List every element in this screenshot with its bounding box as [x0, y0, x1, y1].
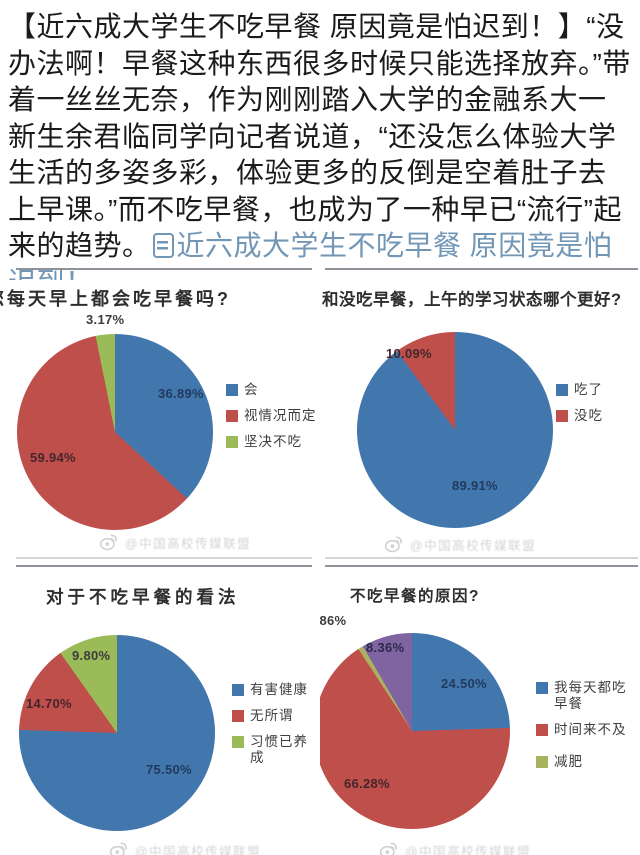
pie-label-refuse: 3.17% [86, 312, 125, 327]
legend-swatch [232, 736, 244, 748]
post-body: 【近六成大学生不吃早餐 原因竟是怕迟到！】“没办法啊！早餐这种东西很多时候只能选… [8, 11, 631, 261]
post-text: 【近六成大学生不吃早餐 原因竟是怕迟到！】“没办法啊！早餐这种东西很多时候只能选… [0, 0, 640, 301]
divider-top-right [325, 268, 638, 270]
chart-panel-opinions: 对于不吃早餐的看法 9.80% 14.70% 75.50% 有害健康 无所谓 习… [0, 568, 318, 855]
pie-study-state [357, 332, 553, 528]
watermark-text: @中国高校传媒联盟 [409, 538, 537, 553]
pie-label-harmful: 75.50% [146, 762, 192, 777]
pie-label-noeat: 10.09% [386, 346, 432, 361]
legend-item: 视情况而定 [226, 408, 317, 424]
pie-breakfast-habit [17, 334, 213, 530]
legend-item: 坚决不吃 [226, 434, 317, 450]
legend-swatch [536, 756, 548, 768]
weibo-logo-icon [99, 532, 119, 552]
legend-item: 减肥 [536, 754, 636, 770]
pie-label-ate: 89.91% [452, 478, 498, 493]
divider-mid-left [16, 565, 312, 567]
pie-label-always-eat: 24.50% [441, 676, 487, 691]
legend-swatch [556, 384, 568, 396]
legend-item: 会 [226, 382, 317, 398]
legend-item: 有害健康 [232, 682, 318, 698]
divider-mid-light-left [16, 557, 312, 559]
watermark-text: @中国高校传媒联盟 [404, 844, 532, 855]
weibo-watermark: @中国高校传媒联盟 [335, 840, 575, 855]
legend-swatch [226, 436, 238, 448]
legend-item: 吃了 [556, 382, 603, 398]
chart-panel-study-state: 和没吃早餐，上午的学习状态哪个更好? 10.09% 89.91% 吃了 没吃 @… [320, 280, 640, 556]
pie-label-other: 8.36% [366, 640, 405, 655]
divider-mid-right [325, 565, 638, 567]
weibo-logo-icon [109, 840, 129, 855]
weibo-logo-icon [379, 840, 399, 855]
chart-title-study-state: 和没吃早餐，上午的学习状态哪个更好? [322, 291, 622, 309]
pie-label-notime: 66.28% [344, 776, 390, 791]
survey-charts: 您每天早上都会吃早餐吗? 3.17% 36.89% 59.94% 会 视情况而定… [0, 268, 640, 855]
legend-swatch [226, 410, 238, 422]
legend-swatch [536, 724, 548, 736]
legend-breakfast-habit: 会 视情况而定 坚决不吃 [226, 382, 317, 460]
article-link[interactable]: 近六成大学生不吃早餐 原因竟是怕迟到！ [8, 230, 612, 298]
weibo-logo-icon [384, 534, 404, 554]
divider-mid-light-right [325, 557, 638, 559]
pie-label-habit: 9.80% [72, 648, 111, 663]
chart-title-reasons: 不吃早餐的原因? [350, 588, 480, 605]
pie-label-depends: 59.94% [30, 450, 76, 465]
legend-reasons: 我每天都吃早餐 时间来不及 减肥 [536, 680, 636, 780]
pie-label-diet: 0.86% [320, 613, 347, 628]
chart-title-breakfast-habit: 您每天早上都会吃早餐吗? [0, 289, 231, 309]
weibo-watermark: @中国高校传媒联盟 [65, 840, 305, 855]
legend-swatch [226, 384, 238, 396]
watermark-text: @中国高校传媒联盟 [134, 844, 262, 855]
legend-study-state: 吃了 没吃 [556, 382, 603, 434]
pie-label-whatever: 14.70% [26, 696, 72, 711]
chart-panel-breakfast-habit: 您每天早上都会吃早餐吗? 3.17% 36.89% 59.94% 会 视情况而定… [0, 280, 318, 556]
legend-swatch [556, 410, 568, 422]
legend-item: 没吃 [556, 408, 603, 424]
legend-item: 习惯已养成 [232, 734, 318, 766]
legend-item: 我每天都吃早餐 [536, 680, 636, 712]
article-doc-icon [152, 233, 174, 258]
pie-reasons [320, 633, 510, 829]
weibo-watermark: @中国高校传媒联盟 [340, 534, 580, 554]
pie-opinions [19, 635, 215, 831]
legend-swatch [232, 710, 244, 722]
legend-item: 时间来不及 [536, 722, 636, 738]
legend-item: 无所谓 [232, 708, 318, 724]
legend-swatch [536, 682, 548, 694]
legend-swatch [232, 684, 244, 696]
weibo-watermark: @中国高校传媒联盟 [55, 532, 295, 552]
divider-top-left [16, 268, 312, 270]
pie-label-yes: 36.89% [158, 386, 204, 401]
legend-opinions: 有害健康 无所谓 习惯已养成 [232, 682, 318, 776]
watermark-text: @中国高校传媒联盟 [124, 536, 252, 551]
chart-title-opinions: 对于不吃早餐的看法 [46, 587, 240, 607]
chart-panel-reasons: 不吃早餐的原因? 0.86% 8.36% 24.50% 66.28% 我每天都吃… [320, 568, 640, 855]
article-link-label: 近六成大学生不吃早餐 原因竟是怕迟到！ [8, 230, 613, 298]
